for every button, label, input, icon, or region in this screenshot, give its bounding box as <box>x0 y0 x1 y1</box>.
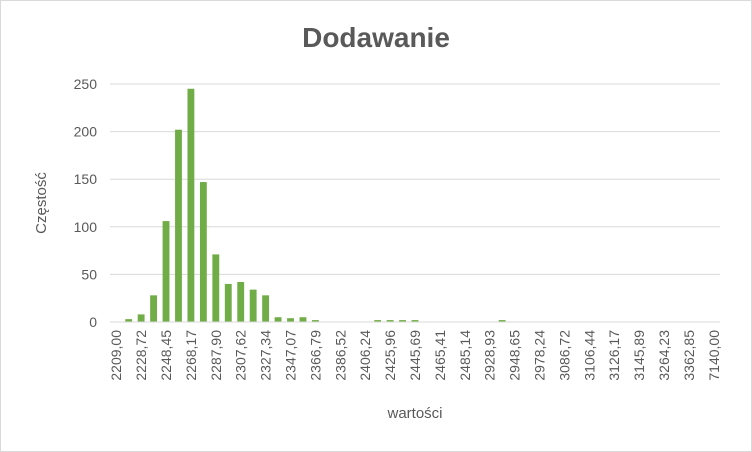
bar <box>287 318 294 322</box>
y-axis-label: Częstość <box>33 172 50 234</box>
bar <box>199 182 207 322</box>
bar <box>162 221 170 322</box>
bar <box>299 317 307 322</box>
x-tick-label: 2347,07 <box>283 330 299 381</box>
y-tick-label: 0 <box>89 314 97 330</box>
y-axis-ticks: 0 50 100 150 200 250 <box>74 76 98 330</box>
bar <box>187 88 195 322</box>
x-tick-label: 2928,93 <box>482 330 498 381</box>
x-axis-label: wartości <box>386 405 442 422</box>
bar <box>498 320 506 322</box>
bar <box>137 314 145 322</box>
x-tick-label: 2485,14 <box>457 330 473 381</box>
x-tick-label: 2386,52 <box>332 330 348 381</box>
y-tick-label: 150 <box>74 171 98 187</box>
x-tick-label: 3264,23 <box>656 330 672 381</box>
x-tick-label: 2307,62 <box>233 330 249 381</box>
x-tick-label: 2228,72 <box>133 330 149 381</box>
bar <box>411 320 419 322</box>
x-tick-label: 2425,96 <box>382 330 398 381</box>
x-tick-label: 2978,24 <box>531 330 547 381</box>
x-tick-label: 3126,17 <box>606 330 622 381</box>
x-tick-label: 3086,72 <box>556 330 572 381</box>
x-tick-label: 3362,85 <box>681 330 697 381</box>
x-tick-label: 2465,41 <box>432 330 448 381</box>
gridlines <box>110 83 720 275</box>
x-tick-label: 7140,00 <box>706 330 722 381</box>
bar <box>175 129 182 322</box>
bar <box>237 282 245 322</box>
bar <box>311 320 319 322</box>
y-tick-label: 200 <box>74 124 98 140</box>
x-tick-label: 2406,24 <box>357 330 373 381</box>
chart-title: Dodawanie <box>302 22 450 53</box>
bar <box>224 283 232 322</box>
x-axis-ticks: 2209,00 2228,72 2248,45 2268,17 2287,90 2307,… <box>108 330 722 381</box>
x-tick-label: 2445,69 <box>407 330 423 381</box>
bars <box>125 88 506 322</box>
bar <box>150 295 157 322</box>
bar <box>249 289 257 322</box>
x-tick-label: 2209,00 <box>108 330 124 381</box>
x-tick-label: 2287,90 <box>208 330 224 381</box>
bar <box>374 320 382 322</box>
x-tick-label: 2248,45 <box>158 330 174 381</box>
x-tick-label: 2327,34 <box>258 330 274 381</box>
bar <box>399 320 406 322</box>
bar <box>125 319 133 322</box>
x-tick-label: 2948,65 <box>507 330 523 381</box>
y-tick-label: 50 <box>81 266 97 282</box>
y-tick-label: 250 <box>74 76 98 92</box>
bar <box>212 254 220 322</box>
x-tick-label: 2366,79 <box>307 330 323 381</box>
x-tick-label: 3145,89 <box>631 330 647 381</box>
x-tick-label: 2268,17 <box>183 330 199 381</box>
bar <box>262 295 270 322</box>
y-tick-label: 100 <box>74 219 98 235</box>
bar <box>274 317 282 322</box>
bar <box>386 320 394 322</box>
x-tick-label: 3106,44 <box>581 330 597 381</box>
